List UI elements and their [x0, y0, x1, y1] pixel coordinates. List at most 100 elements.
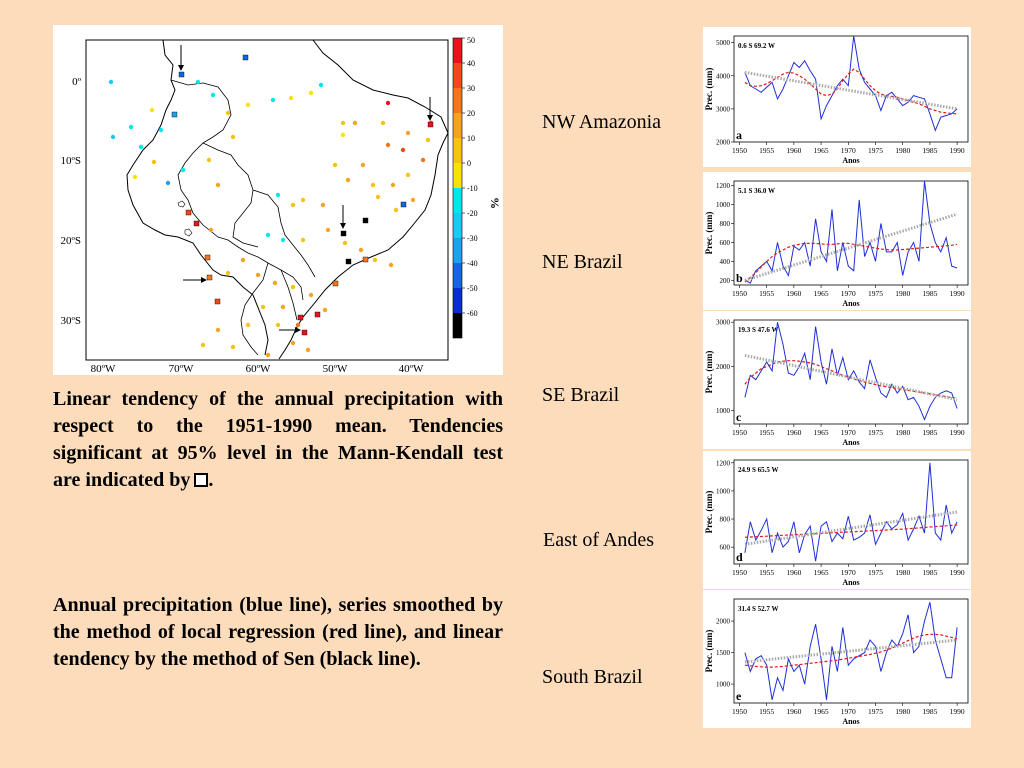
y-axis-label: Prec. (mm)	[704, 491, 714, 534]
station-dot	[245, 322, 251, 328]
x-tick-label: 1960	[786, 428, 801, 437]
y-tick-label: 1200	[716, 459, 731, 467]
colorbar-tick-label: -60	[467, 309, 478, 318]
plot-frame	[733, 459, 969, 565]
lat-label: 20ºS	[60, 235, 81, 247]
coastline	[126, 39, 449, 360]
x-tick-label: 1970	[841, 428, 856, 437]
station-dot	[390, 182, 396, 188]
station-dot	[132, 174, 138, 180]
y-tick-label: 400	[720, 258, 731, 266]
x-tick-label: 1985	[922, 428, 937, 437]
trend-line	[744, 353, 958, 402]
station-dot	[225, 270, 231, 276]
significant-station-square	[301, 329, 308, 336]
significant-station-square	[297, 314, 304, 321]
x-tick-label: 1960	[786, 289, 801, 298]
x-tick-label: 1975	[868, 428, 883, 437]
timeseries-panel-d: 1950 1955 1960 1965 1970 1975 1980 1985 1990 600 8…	[703, 451, 971, 589]
significant-station-square	[193, 220, 200, 227]
x-tick-label: 1980	[895, 289, 910, 298]
significant-station-square	[332, 280, 339, 287]
x-tick-label: 1990	[950, 289, 965, 298]
colorbar-tick-label: 50	[467, 36, 475, 45]
map-caption-text: Linear tendency of the annual precipitat…	[53, 388, 503, 491]
precipitation-series-line	[744, 180, 958, 284]
station-dot	[385, 100, 391, 106]
map-caption: Linear tendency of the annual precipitat…	[53, 386, 503, 494]
station-dot	[215, 327, 221, 333]
y-tick-label: 2000	[716, 363, 731, 371]
station-dot	[405, 130, 411, 136]
station-dot	[158, 127, 164, 133]
station-dot	[295, 322, 301, 328]
precipitation-series-line	[744, 602, 958, 700]
significant-station-square	[345, 258, 352, 265]
x-tick-label: 1980	[895, 428, 910, 437]
significant-station-square	[427, 121, 434, 128]
timeseries-panel-c: 1950 1955 1960 1965 1970 1975 1980 1985 1990 1000…	[703, 311, 971, 449]
station-dot	[110, 134, 116, 140]
significant-station-square	[204, 254, 211, 261]
station-dot	[240, 257, 246, 263]
colorbar-swatch	[453, 263, 462, 288]
timeseries-chart-a: 1950 1955 1960 1965 1970 1975 1980 1985 1990 2000…	[704, 35, 969, 165]
station-dot	[272, 280, 278, 286]
station-dot	[370, 182, 376, 188]
timeseries-chart-b: 1950 1955 1960 1965 1970 1975 1980 1985 1990 200 4…	[704, 180, 969, 308]
station-dot	[420, 157, 426, 163]
colorbar-swatch	[453, 313, 462, 338]
x-tick-label: 1965	[814, 707, 829, 716]
station-dot	[305, 347, 311, 353]
station-dot	[128, 124, 134, 130]
x-tick-label: 1955	[759, 428, 774, 437]
south-america-trend-map: 0º 10ºS 20ºS 30ºS 80ºW 70ºW 60ºW 50ºW 40…	[60, 36, 502, 375]
colorbar-swatch	[453, 138, 462, 163]
station-dot	[345, 177, 351, 183]
y-tick-label: 800	[720, 516, 731, 524]
panel-letter: e	[736, 689, 742, 703]
x-tick-label: 1960	[786, 568, 801, 577]
region-label-south-brazil: South Brazil	[542, 666, 643, 688]
smoothed-series-line	[744, 242, 958, 283]
station-dot	[388, 262, 394, 268]
station-coordinates: 31.4 S 52.7 W	[738, 605, 779, 613]
station-coordinates: 24.9 S 65.5 W	[738, 466, 779, 474]
y-tick-label: 2000	[716, 618, 731, 626]
station-dot	[149, 107, 155, 113]
x-tick-label: 1965	[814, 428, 829, 437]
x-tick-label: 1955	[759, 289, 774, 298]
colorbar-tick-label: -50	[467, 284, 478, 293]
annotation-arrows	[178, 45, 433, 333]
timeseries-panel-b: 1950 1955 1960 1965 1970 1975 1980 1985 1990 200 4…	[703, 172, 971, 310]
region-label-ne-brazil: NE Brazil	[542, 251, 623, 273]
colorbar-tick-label: 40	[467, 59, 475, 68]
station-dot	[195, 79, 201, 85]
y-tick-label: 600	[720, 544, 731, 552]
station-dot	[270, 97, 276, 103]
region-label-nw-amazonia: NW Amazonia	[542, 111, 662, 133]
x-tick-label: 1980	[895, 707, 910, 716]
plot-frame	[733, 319, 969, 425]
y-tick-label: 1000	[716, 407, 731, 415]
x-axis-label: Anos	[842, 299, 859, 308]
y-axis-label: Prec. (mm)	[704, 212, 714, 255]
x-axis-label: Anos	[842, 717, 859, 726]
station-dot	[352, 120, 358, 126]
x-axis-label: Anos	[842, 578, 859, 587]
timeseries-panel-e: 1950 1955 1960 1965 1970 1975 1980 1985 1990 1000…	[703, 590, 971, 728]
colorbar-tick-label: -30	[467, 234, 478, 243]
colorbar-swatch	[453, 188, 462, 213]
significant-station-square	[340, 230, 347, 237]
station-dot	[410, 197, 416, 203]
station-dot	[180, 167, 186, 173]
y-tick-label: 5000	[716, 39, 731, 47]
x-tick-label: 1990	[950, 707, 965, 716]
station-dot	[375, 194, 381, 200]
panel-letter: b	[736, 271, 743, 285]
x-tick-label: 1970	[841, 146, 856, 155]
x-tick-label: 1980	[895, 568, 910, 577]
significant-station-square	[242, 54, 249, 61]
station-dot	[290, 202, 296, 208]
lake-titicaca	[177, 200, 193, 237]
